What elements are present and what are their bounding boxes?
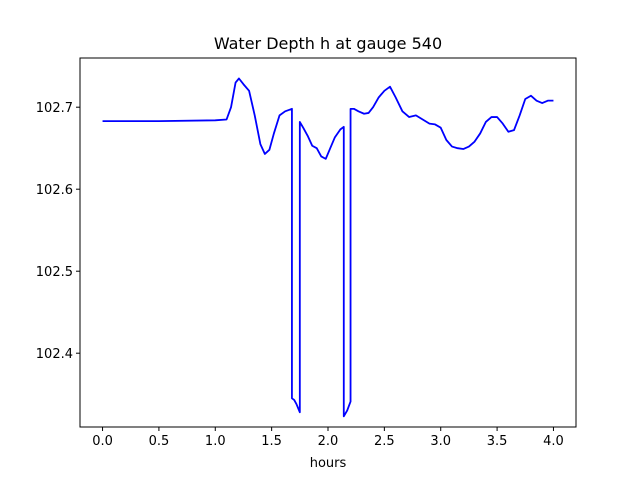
x-tick-label: 3.5 (487, 434, 508, 449)
x-tick-label: 2.5 (374, 434, 395, 449)
y-tick-label: 102.5 (36, 265, 73, 280)
x-tick-label: 0.0 (92, 434, 113, 449)
x-axis: 0.0 0.5 1.0 1.5 2.0 2.5 3.0 3.5 4.0 (92, 427, 564, 449)
y-tick-label: 102.7 (36, 101, 73, 116)
x-tick-label: 2.0 (318, 434, 339, 449)
chart-title: Water Depth h at gauge 540 (214, 34, 442, 53)
x-axis-label: hours (310, 456, 347, 471)
plot-area-background (80, 58, 576, 427)
series-layer (102, 77, 554, 418)
x-tick-label: 1.5 (261, 434, 282, 449)
x-tick-label: 0.5 (149, 434, 170, 449)
x-tick-label: 3.0 (430, 434, 451, 449)
x-tick-label: 4.0 (543, 434, 564, 449)
series-line (102, 77, 554, 418)
x-tick-label: 1.0 (205, 434, 226, 449)
y-axis: 102.4 102.5 102.6 102.7 (36, 101, 80, 362)
y-tick-label: 102.6 (36, 183, 73, 198)
y-tick-label: 102.4 (36, 347, 73, 362)
